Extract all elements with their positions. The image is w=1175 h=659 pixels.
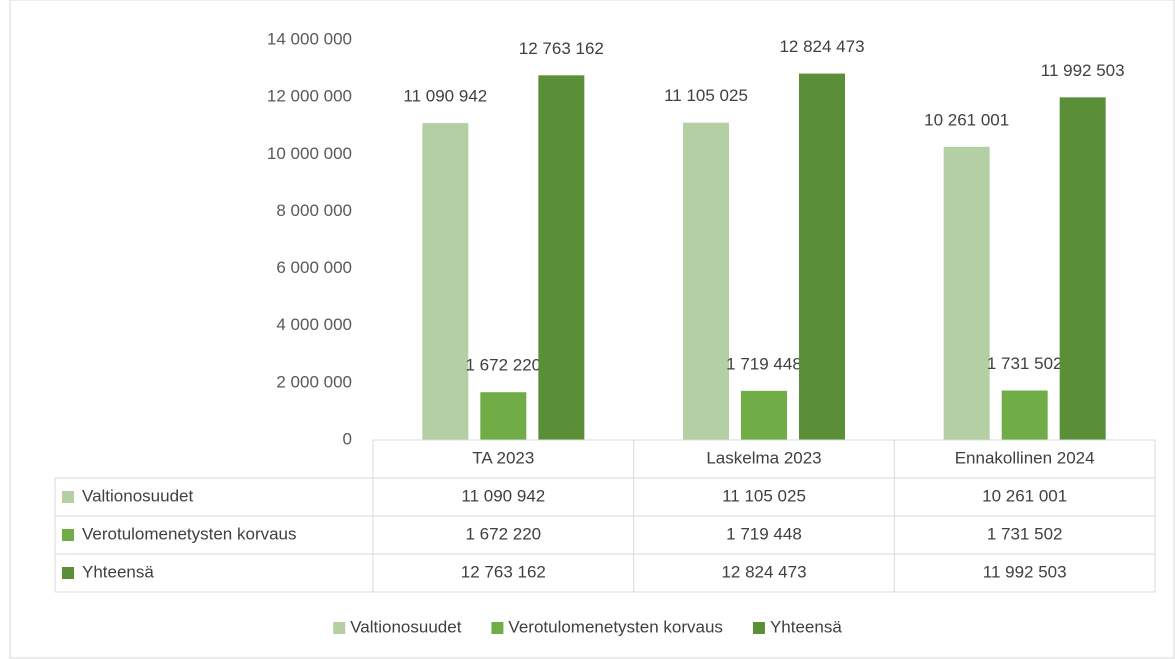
legend-label: Yhteensä <box>770 617 842 636</box>
table-cell: 11 105 025 <box>722 486 806 505</box>
table-cell: 1 672 220 <box>466 524 542 543</box>
bar <box>683 122 729 441</box>
table-cell: 1 731 502 <box>987 524 1063 543</box>
legend-key <box>752 622 765 634</box>
y-tick-label: 14 000 000 <box>267 29 352 48</box>
y-tick-label: 2 000 000 <box>276 372 352 391</box>
x-tick-label: Laskelma 2023 <box>706 448 821 467</box>
legend-label: Valtionosuudet <box>350 617 461 636</box>
data-label: 11 105 025 <box>664 86 748 105</box>
legend-key <box>491 622 504 634</box>
y-tick-label: 0 <box>343 429 352 448</box>
table-legend-key <box>62 567 74 579</box>
table-legend-key <box>62 491 74 503</box>
data-label: 11 992 503 <box>1041 61 1125 80</box>
data-label: 10 261 001 <box>924 110 1009 129</box>
legend-key <box>333 622 346 634</box>
chart-frame <box>9 0 1175 659</box>
x-tick-label: TA 2023 <box>472 448 534 467</box>
table-cell: 12 763 162 <box>461 562 546 581</box>
table-cell: 10 261 001 <box>982 486 1067 505</box>
bar <box>741 390 787 440</box>
data-label: 12 824 473 <box>779 37 864 56</box>
table-row-label: Verotulomenetysten korvaus <box>82 524 297 543</box>
y-tick-label: 4 000 000 <box>276 315 352 334</box>
x-tick-label: Ennakollinen 2024 <box>955 448 1095 467</box>
table-cell: 11 992 503 <box>983 562 1067 581</box>
data-label: 11 090 942 <box>403 87 487 106</box>
table-cell: 1 719 448 <box>726 524 802 543</box>
data-label: 1 719 448 <box>726 354 802 373</box>
data-label: 1 731 502 <box>987 354 1063 373</box>
y-tick-label: 10 000 000 <box>267 144 352 163</box>
table-row-label: Valtionosuudet <box>82 486 193 505</box>
bar <box>1001 390 1048 440</box>
bar <box>422 123 469 441</box>
table-cell: 12 824 473 <box>721 562 806 581</box>
data-label: 1 672 220 <box>466 356 542 375</box>
table-legend-key <box>62 529 74 541</box>
table-row-label: Yhteensä <box>82 562 154 581</box>
bar <box>1059 97 1106 440</box>
y-tick-label: 12 000 000 <box>267 87 352 106</box>
bar <box>538 75 585 440</box>
y-tick-label: 6 000 000 <box>276 258 352 277</box>
data-label: 12 763 162 <box>519 39 604 58</box>
legend-label: Verotulomenetysten korvaus <box>508 617 723 636</box>
bar <box>480 392 527 440</box>
y-tick-label: 8 000 000 <box>276 201 352 220</box>
bar <box>943 146 990 440</box>
table-cell: 11 090 942 <box>461 486 545 505</box>
bar <box>799 73 845 440</box>
